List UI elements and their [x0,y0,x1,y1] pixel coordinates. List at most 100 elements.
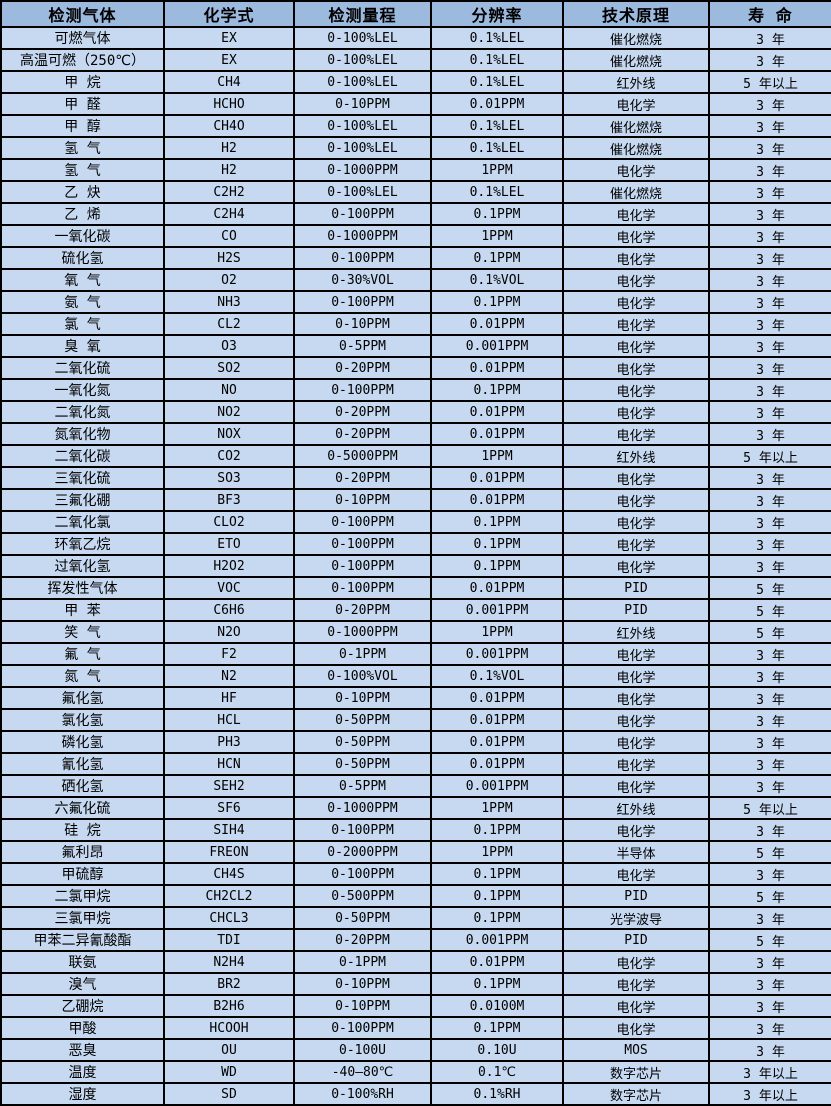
table-row: 甲 烷 CH4 0-100%LEL 0.1%LEL 红外线 5 年以上 [0,70,831,94]
cell-gas: 乙 炔 [0,180,165,204]
cell-range: 0-1000PPM [293,224,432,248]
cell-range: 0-50PPM [293,752,432,776]
cell-gas: 乙 烯 [0,202,165,226]
cell-lifespan: 5 年以上 [708,796,831,820]
cell-principle: PID [562,598,710,622]
cell-gas: 硅 烷 [0,818,165,842]
table-row: 氯化氢 HCL 0-50PPM 0.01PPM 电化学 3 年 [0,708,831,732]
cell-formula: HF [163,686,295,710]
cell-formula: C2H4 [163,202,295,226]
cell-gas: 甲酸 [0,1016,165,1040]
cell-resolution: 0.01PPM [430,752,564,776]
cell-range: 0-10PPM [293,488,432,512]
cell-formula: NH3 [163,290,295,314]
table-row: 氟 气 F2 0-1PPM 0.001PPM 电化学 3 年 [0,642,831,666]
cell-principle: 红外线 [562,620,710,644]
table-row: 六氟化硫 SF6 0-1000PPM 1PPM 红外线 5 年以上 [0,796,831,820]
cell-lifespan: 3 年 [708,378,831,402]
cell-range: 0-500PPM [293,884,432,908]
cell-lifespan: 3 年 [708,224,831,248]
cell-principle: 电化学 [562,862,710,886]
table-row: 二氧化氯 CLO2 0-100PPM 0.1PPM 电化学 3 年 [0,510,831,534]
cell-range: 0-20PPM [293,928,432,952]
cell-formula: H2 [163,158,295,182]
cell-gas: 甲苯二异氰酸酯 [0,928,165,952]
cell-formula: H2S [163,246,295,270]
column-header-gas: 检测气体 [0,0,165,28]
cell-resolution: 0.1PPM [430,884,564,908]
cell-range: 0-100PPM [293,202,432,226]
cell-formula: SO2 [163,356,295,380]
cell-lifespan: 3 年 [708,290,831,314]
cell-gas: 氧 气 [0,268,165,292]
table-row: 硅 烷 SIH4 0-100PPM 0.1PPM 电化学 3 年 [0,818,831,842]
cell-formula: FREON [163,840,295,864]
table-row: 溴气 BR2 0-10PPM 0.1PPM 电化学 3 年 [0,972,831,996]
cell-principle: 电化学 [562,466,710,490]
cell-range: 0-1PPM [293,950,432,974]
cell-lifespan: 3 年 [708,972,831,996]
cell-resolution: 0.01PPM [430,950,564,974]
cell-range: 0-100PPM [293,246,432,270]
cell-resolution: 0.1PPM [430,532,564,556]
cell-range: 0-100%RH [293,1082,432,1106]
cell-gas: 三氧化硫 [0,466,165,490]
column-header-range: 检测量程 [293,0,432,28]
cell-formula: CH4S [163,862,295,886]
cell-range: 0-100PPM [293,818,432,842]
cell-range: 0-100PPM [293,532,432,556]
cell-lifespan: 3 年 [708,202,831,226]
cell-lifespan: 3 年 [708,950,831,974]
cell-formula: CLO2 [163,510,295,534]
cell-resolution: 1PPM [430,444,564,468]
table-row: 硫化氢 H2S 0-100PPM 0.1PPM 电化学 3 年 [0,246,831,270]
cell-range: 0-10PPM [293,686,432,710]
cell-gas: 二氧化硫 [0,356,165,380]
cell-gas: 一氧化氮 [0,378,165,402]
cell-gas: 二氧化氯 [0,510,165,534]
cell-formula: B2H6 [163,994,295,1018]
table-row: 硒化氢 SEH2 0-5PPM 0.001PPM 电化学 3 年 [0,774,831,798]
cell-lifespan: 5 年以上 [708,444,831,468]
cell-formula: NO [163,378,295,402]
cell-resolution: 0.0100M [430,994,564,1018]
cell-gas: 溴气 [0,972,165,996]
cell-range: 0-20PPM [293,466,432,490]
cell-lifespan: 3 年 [708,686,831,710]
cell-principle: 电化学 [562,1016,710,1040]
cell-lifespan: 3 年 [708,532,831,556]
cell-resolution: 0.1PPM [430,554,564,578]
cell-resolution: 0.01PPM [430,708,564,732]
cell-formula: ETO [163,532,295,556]
cell-range: 0-20PPM [293,356,432,380]
cell-formula: SO3 [163,466,295,490]
cell-resolution: 0.1PPM [430,818,564,842]
cell-principle: 红外线 [562,444,710,468]
table-row: 磷化氢 PH3 0-50PPM 0.01PPM 电化学 3 年 [0,730,831,754]
header-row: 检测气体 化学式 检测量程 分辨率 技术原理寿 命 [0,0,831,28]
cell-formula: O2 [163,268,295,292]
cell-lifespan: 5 年 [708,598,831,622]
cell-principle: 红外线 [562,796,710,820]
cell-range: 0-100%LEL [293,136,432,160]
cell-principle: 半导体 [562,840,710,864]
cell-range: 0-1000PPM [293,158,432,182]
cell-formula: CO2 [163,444,295,468]
cell-gas: 二氧化氮 [0,400,165,424]
cell-resolution: 0.1%LEL [430,48,564,72]
cell-principle: 电化学 [562,202,710,226]
table-body: 可燃气体 EX 0-100%LEL 0.1%LEL 催化燃烧 3 年高温可燃（250℃） E… [0,26,831,1106]
table-row: 甲 苯 C6H6 0-20PPM 0.001PPM PID 5 年 [0,598,831,622]
cell-range: 0-100PPM [293,510,432,534]
cell-principle: 电化学 [562,356,710,380]
cell-lifespan: 3 年 [708,334,831,358]
cell-gas: 二氯甲烷 [0,884,165,908]
cell-range: 0-100PPM [293,290,432,314]
cell-lifespan: 3 年 [708,180,831,204]
cell-range: 0-100PPM [293,1016,432,1040]
cell-range: 0-2000PPM [293,840,432,864]
table-row: 甲 醇 CH4O 0-100%LEL 0.1%LEL 催化燃烧 3 年 [0,114,831,138]
table-row: 氢 气 H2 0-1000PPM 1PPM 电化学 3 年 [0,158,831,182]
table-row: 甲 醛 HCHO 0-10PPM 0.01PPM 电化学 3 年 [0,92,831,116]
cell-formula: CO [163,224,295,248]
